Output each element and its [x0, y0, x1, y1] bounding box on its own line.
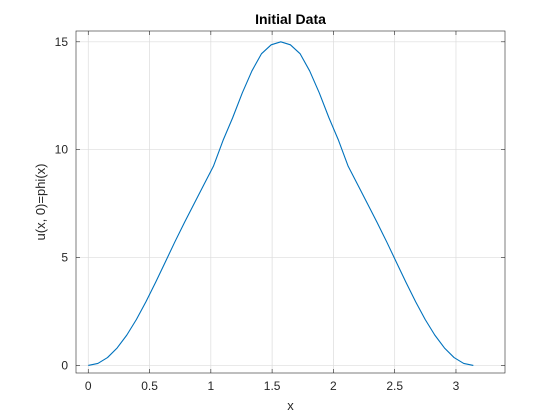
- x-tick-label: 1.5: [264, 379, 281, 393]
- y-axis-label: u(x, 0)=phi(x): [33, 164, 48, 241]
- y-tick-label: 15: [55, 35, 69, 49]
- x-tick-label: 3: [453, 379, 460, 393]
- ticks: 0 0.5 1 1.5 2 2.5 3 0 5 10 15: [55, 31, 505, 393]
- x-tick-label: 0.5: [141, 379, 158, 393]
- y-tick-label: 5: [61, 251, 68, 265]
- x-tick-label: 1: [207, 379, 214, 393]
- series-layer: [88, 41, 474, 366]
- grid: [76, 31, 505, 373]
- plot-area: [76, 31, 505, 373]
- chart-title: Initial Data: [255, 11, 326, 27]
- plot-border: [75, 30, 506, 374]
- x-axis-label: x: [287, 398, 294, 413]
- x-tick-label: 2: [330, 379, 337, 393]
- x-tick-label: 2.5: [386, 379, 403, 393]
- y-tick-label: 0: [61, 358, 68, 372]
- y-tick-label: 10: [55, 143, 69, 157]
- series-line: [88, 41, 474, 366]
- x-tick-label: 0: [85, 379, 92, 393]
